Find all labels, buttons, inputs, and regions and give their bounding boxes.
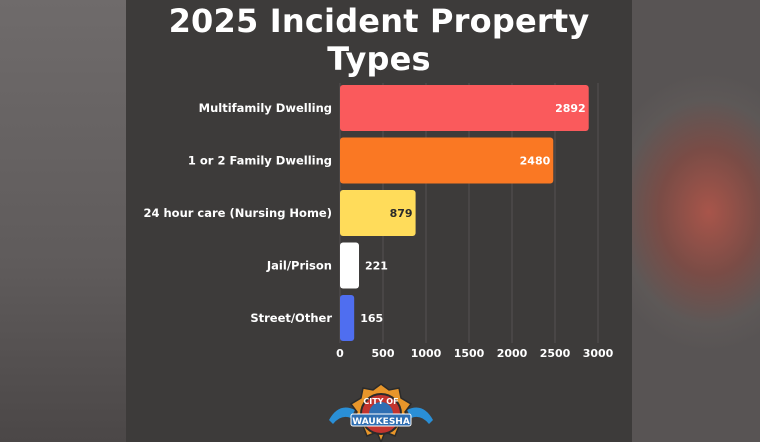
logo-text-main: WAUKESHA (352, 417, 410, 427)
value-label-24-hour-care-nursing-home: 879 (390, 207, 413, 220)
bar-multifamily-dwelling (340, 85, 589, 131)
x-tick-label-2000: 2000 (497, 347, 528, 360)
x-tick-label-2500: 2500 (540, 347, 571, 360)
value-label-1-or-2-family-dwelling: 2480 (520, 155, 551, 168)
x-tick-label-1500: 1500 (454, 347, 485, 360)
value-label-street-other: 165 (360, 312, 383, 325)
x-tick-label-500: 500 (372, 347, 395, 360)
category-label-street-other: Street/Other (250, 311, 332, 325)
chart-title: 2025 Incident Property Types (168, 2, 590, 78)
value-label-multifamily-dwelling: 2892 (555, 102, 586, 115)
bar-street-other (340, 295, 355, 341)
x-axis-ticks: 0 500 1000 1500 2000 2500 3000 (336, 347, 613, 360)
background-right-blur (632, 0, 760, 442)
category-label-jail-prison: Jail/Prison (266, 259, 332, 273)
x-tick-label-1000: 1000 (411, 347, 442, 360)
bars: Multifamily Dwelling 2892 1 or 2 Family Dw… (143, 85, 589, 341)
waukesha-fire-logo: CITY OF WAUKESHA (329, 383, 433, 442)
value-label-jail-prison: 221 (365, 260, 388, 273)
category-label-24-hour-care-nursing-home: 24 hour care (Nursing Home) (143, 206, 332, 220)
bar-24-hour-care-nursing-home (340, 190, 416, 236)
bar-1-or-2-family-dwelling (340, 137, 554, 184)
category-label-1-or-2-family-dwelling: 1 or 2 Family Dwelling (188, 154, 332, 168)
background-left-blur (0, 0, 126, 442)
x-tick-label-3000: 3000 (583, 347, 614, 360)
x-tick-label-0: 0 (336, 347, 344, 360)
category-label-multifamily-dwelling: Multifamily Dwelling (199, 101, 332, 115)
logo-text-top: CITY OF (363, 397, 398, 406)
bar-jail-prison (340, 242, 360, 289)
